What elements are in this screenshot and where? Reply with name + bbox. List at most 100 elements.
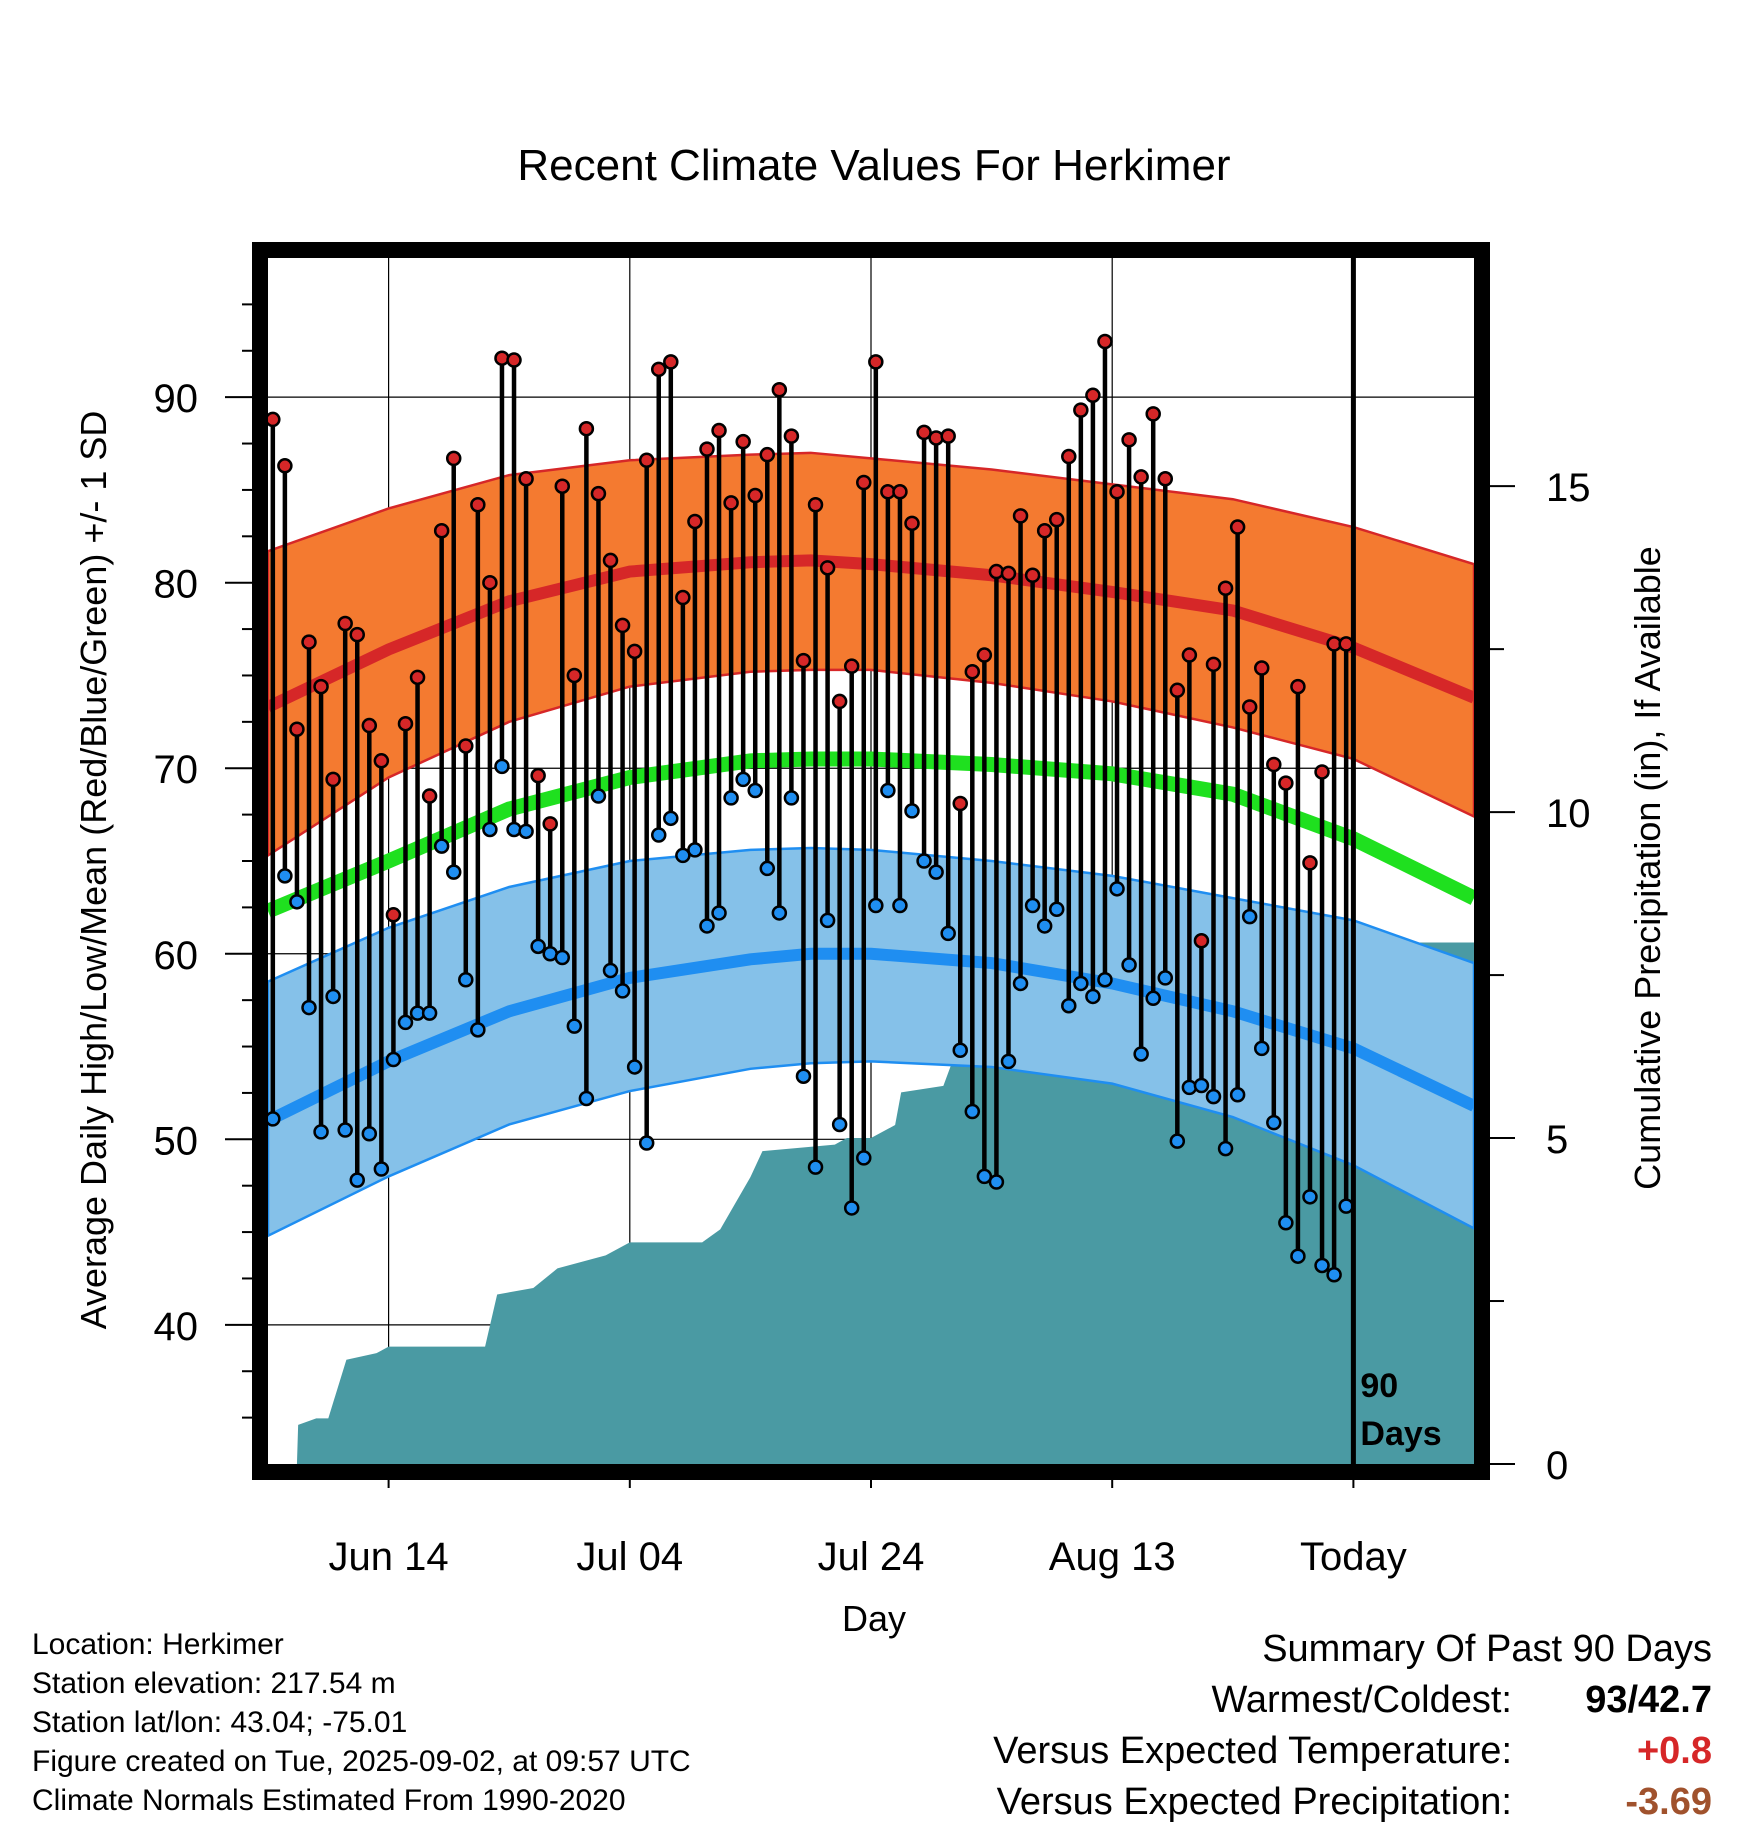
low-point	[880, 782, 896, 799]
high-point	[445, 450, 462, 467]
warmest-coldest-row: Warmest/Coldest: 93/42.7	[892, 1679, 1712, 1730]
high-point	[1253, 660, 1270, 676]
high-point	[1109, 484, 1125, 500]
low-point	[1145, 990, 1161, 1007]
high-point	[783, 428, 800, 444]
precip-departure-label: Versus Expected Precipitation:	[996, 1781, 1512, 1823]
high-point	[1157, 471, 1174, 487]
low-point	[445, 864, 462, 880]
high-point	[904, 515, 920, 532]
low-point	[1205, 1088, 1222, 1105]
low-point	[301, 999, 317, 1016]
high-point	[1133, 469, 1149, 485]
low-point	[795, 1068, 812, 1084]
low-point	[1169, 1133, 1186, 1149]
high-point	[301, 634, 317, 650]
warmest-coldest-label: Warmest/Coldest:	[1211, 1679, 1512, 1721]
high-point	[1314, 764, 1330, 780]
low-point	[952, 1042, 968, 1058]
high-point	[1121, 432, 1137, 448]
chart-title: Recent Climate Values For Herkimer	[517, 141, 1230, 190]
low-point	[819, 912, 836, 929]
high-point	[385, 907, 402, 923]
low-point	[1121, 957, 1137, 973]
summary-title-row: Summary Of Past 90 Days	[892, 1628, 1712, 1679]
high-point	[952, 795, 968, 812]
low-point	[1229, 1087, 1246, 1103]
high-point	[699, 441, 715, 457]
high-point	[614, 617, 631, 634]
warmest-coldest-value: 93/42.7	[1585, 1679, 1712, 1721]
y-tick-label: 80	[154, 563, 199, 607]
low-point	[1012, 975, 1029, 992]
low-point	[687, 842, 703, 858]
low-point	[421, 1005, 438, 1021]
low-point	[1000, 1053, 1017, 1070]
low-point	[602, 962, 619, 979]
high-point	[964, 664, 981, 680]
high-point	[530, 767, 546, 784]
summary-title: Summary Of Past 90 Days	[1262, 1628, 1712, 1670]
low-point	[1073, 975, 1089, 992]
low-point	[638, 1135, 655, 1151]
high-point	[1169, 682, 1186, 699]
x-tick-label: Jul 24	[818, 1535, 925, 1579]
high-point	[892, 484, 908, 500]
low-point	[1061, 997, 1077, 1014]
high-point	[458, 738, 474, 754]
low-point	[325, 988, 341, 1005]
high-point	[1181, 647, 1198, 663]
high-point	[723, 495, 739, 511]
y-tick-label: 40	[154, 1305, 199, 1349]
high-point	[663, 354, 679, 370]
high-point	[735, 433, 751, 450]
today-days-label: 90	[1360, 1367, 1398, 1405]
low-point	[554, 949, 571, 966]
high-point	[337, 615, 353, 632]
low-point	[530, 938, 546, 955]
high-point	[554, 478, 571, 494]
low-point	[361, 1125, 378, 1142]
low-point	[470, 1022, 486, 1038]
x-tick-label: Jul 04	[576, 1535, 683, 1579]
low-point	[856, 1150, 872, 1166]
high-point	[819, 560, 836, 576]
low-point	[1036, 918, 1053, 934]
high-point	[397, 715, 414, 732]
low-point	[1024, 897, 1041, 914]
high-point	[1205, 656, 1222, 673]
y-axis-title-left: Average Daily High/Low/Mean (Red/Blue/Gr…	[73, 411, 114, 1330]
high-point	[687, 513, 703, 530]
high-point	[626, 643, 643, 660]
low-point	[482, 821, 498, 838]
y-tick-label: 50	[154, 1119, 199, 1163]
high-point	[506, 352, 522, 368]
y2-tick-label: 15	[1546, 466, 1591, 510]
low-point	[277, 868, 293, 884]
plot-area: 90 Days	[268, 258, 1474, 1464]
high-point	[433, 522, 450, 539]
high-point	[1266, 756, 1282, 773]
low-point	[1157, 970, 1174, 986]
y2-tick-label: 5	[1546, 1118, 1568, 1162]
low-point	[771, 905, 788, 921]
high-point	[759, 446, 776, 463]
low-point	[1302, 1189, 1318, 1205]
high-sd-band	[268, 451, 1474, 857]
high-point	[518, 471, 534, 487]
low-point	[578, 1090, 595, 1107]
high-point	[807, 497, 824, 513]
x-tick-label: Jun 14	[329, 1535, 449, 1579]
high-point	[795, 652, 812, 669]
high-point	[1085, 387, 1101, 404]
high-point	[747, 487, 763, 504]
high-point	[602, 552, 619, 569]
high-point	[361, 717, 378, 734]
y-axis-title-right: Cumulative Precipitation (in), If Availa…	[1627, 546, 1668, 1190]
low-point	[626, 1059, 643, 1075]
low-point	[1097, 971, 1113, 988]
high-point	[1024, 567, 1041, 584]
low-point	[675, 847, 691, 864]
low-point	[494, 758, 510, 775]
coldest-value: 42.7	[1638, 1679, 1712, 1721]
